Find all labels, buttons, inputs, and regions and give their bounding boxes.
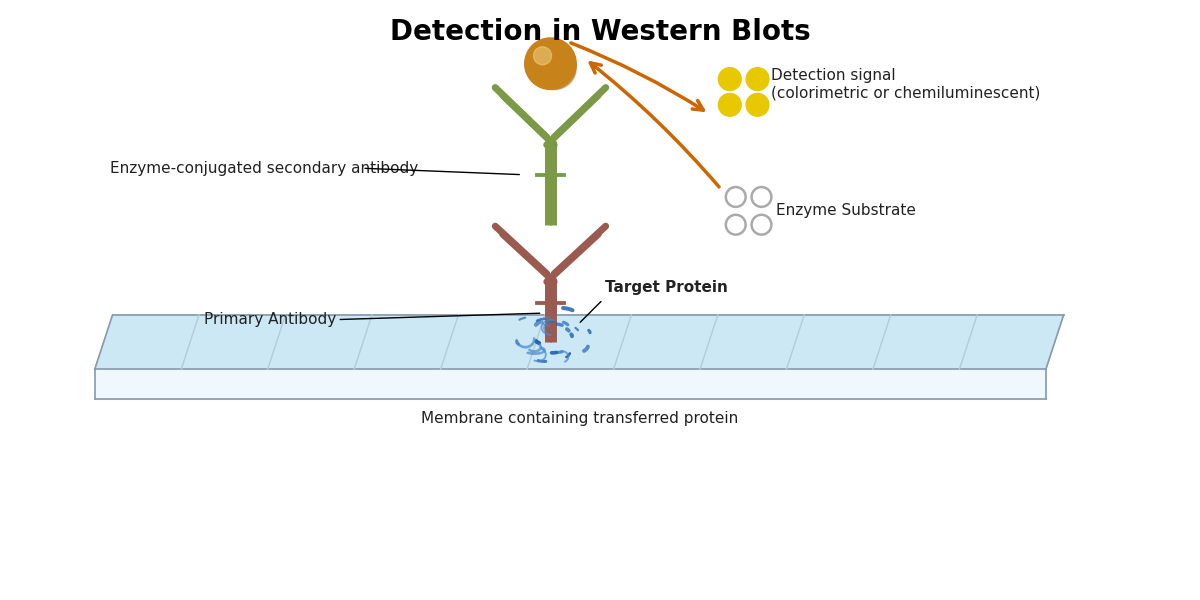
- Circle shape: [524, 38, 576, 89]
- Text: Target Protein: Target Protein: [605, 280, 728, 295]
- Text: Detection in Western Blots: Detection in Western Blots: [390, 17, 810, 46]
- Text: Enzyme-conjugated secondary antibody: Enzyme-conjugated secondary antibody: [109, 161, 418, 176]
- Circle shape: [719, 94, 742, 116]
- Text: Detection signal
(colorimetric or chemiluminescent): Detection signal (colorimetric or chemil…: [772, 68, 1040, 100]
- Circle shape: [746, 68, 769, 91]
- Polygon shape: [95, 370, 1046, 399]
- Text: Enzyme Substrate: Enzyme Substrate: [776, 203, 917, 218]
- Circle shape: [534, 47, 552, 65]
- Circle shape: [719, 68, 742, 91]
- Polygon shape: [95, 315, 1063, 370]
- Circle shape: [746, 94, 769, 116]
- Text: Membrane containing transferred protein: Membrane containing transferred protein: [420, 411, 738, 426]
- Ellipse shape: [533, 46, 576, 89]
- Text: Primary Antibody: Primary Antibody: [204, 312, 336, 327]
